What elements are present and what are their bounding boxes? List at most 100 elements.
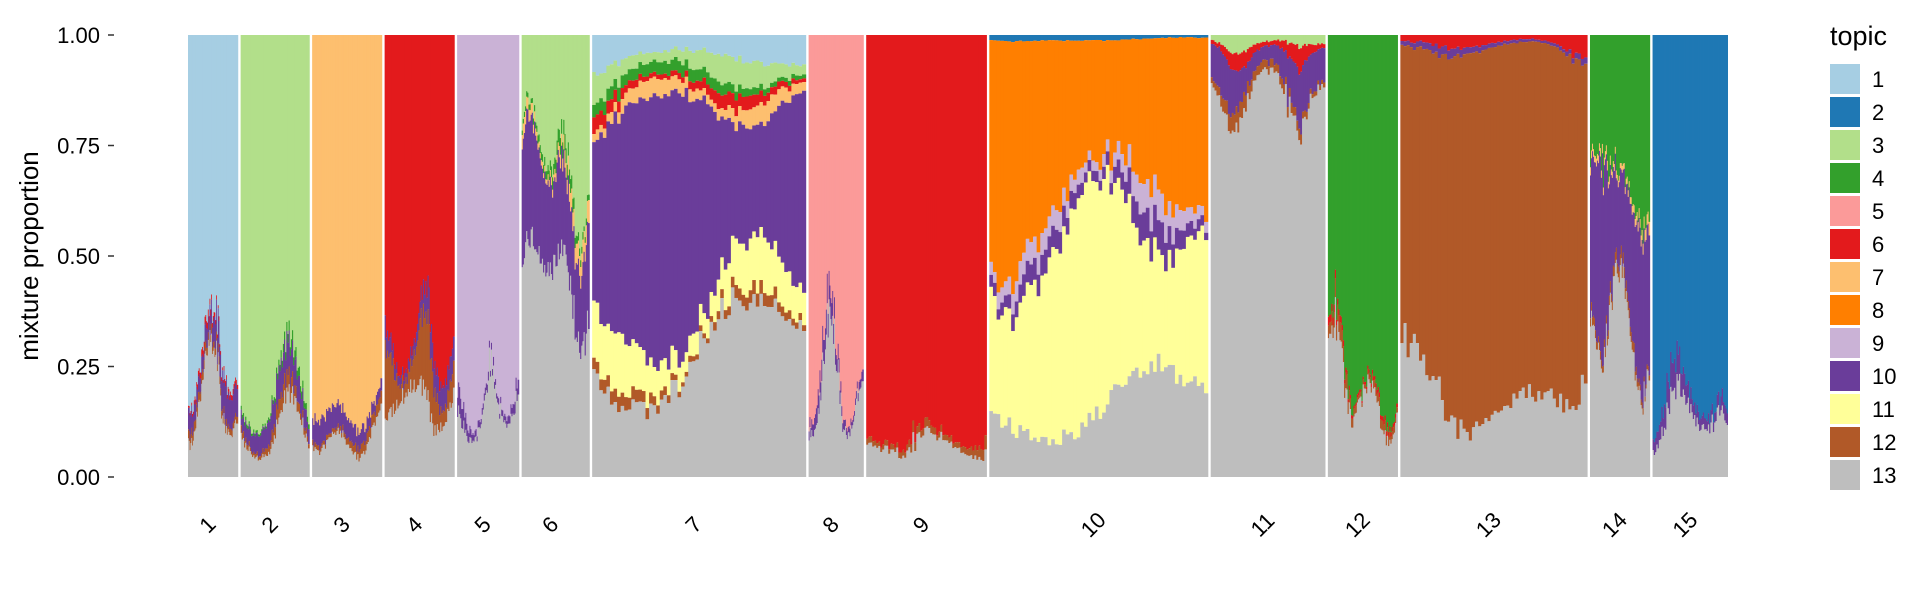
bar-segment-topic-13 <box>892 449 895 477</box>
bar-segment-topic-4 <box>1625 35 1628 179</box>
bar-segment-topic-9 <box>466 35 468 424</box>
bar-segment-topic-13 <box>1628 318 1631 477</box>
bar-segment-topic-6 <box>1374 375 1376 380</box>
bar-segment-topic-10 <box>459 387 461 415</box>
bar-segment-topic-6 <box>449 35 452 357</box>
bar-segment-topic-7 <box>716 109 721 121</box>
bar-segment-topic-4 <box>265 426 268 429</box>
bar-segment-topic-3 <box>246 35 249 425</box>
bar-segment-topic-12 <box>1377 391 1380 402</box>
bar-segment-topic-6 <box>906 35 909 445</box>
bar-segment-topic-9 <box>468 35 471 434</box>
bar-segment-topic-5 <box>841 35 843 407</box>
bar-segment-topic-12 <box>1288 88 1292 97</box>
bar-segment-topic-13 <box>1592 324 1595 477</box>
bar-segment-topic-10 <box>218 320 221 357</box>
bar-segment-topic-13 <box>236 423 239 477</box>
bar-segment-topic-6 <box>1447 35 1451 51</box>
bar-segment-topic-3 <box>280 35 283 351</box>
bar-segment-topic-13 <box>1717 405 1720 477</box>
bar-segment-topic-13 <box>253 455 255 477</box>
bar-segment-topic-13 <box>532 246 535 477</box>
bar-segment-topic-3 <box>766 65 771 88</box>
bar-segment-topic-10 <box>337 399 340 424</box>
bar-segment-topic-12 <box>1555 47 1560 408</box>
bar-segment-topic-11 <box>656 370 661 406</box>
bar-segment-topic-6 <box>1434 35 1439 44</box>
bar-segment-topic-3 <box>1307 35 1311 44</box>
bar-segment-topic-4 <box>1624 35 1627 188</box>
bar-segment-topic-13 <box>1267 74 1271 477</box>
bar-segment-topic-10 <box>1200 215 1205 226</box>
bar-segment-topic-10 <box>1322 48 1326 83</box>
bar-segment-topic-10 <box>1487 43 1492 48</box>
bar-segment-topic-2 <box>1094 35 1100 40</box>
bar-segment-topic-12 <box>262 448 265 455</box>
bar-segment-topic-5 <box>855 35 858 392</box>
bar-segment-topic-4 <box>305 403 308 410</box>
bar-segment-topic-13 <box>306 441 309 477</box>
bar-segment-topic-4 <box>1593 35 1596 156</box>
bar-segment-topic-3 <box>1286 35 1290 45</box>
bar-segment-topic-13 <box>1262 69 1265 477</box>
bar-segment-topic-1 <box>777 35 782 64</box>
bar-segment-topic-13 <box>430 413 433 477</box>
bar-segment-topic-9 <box>459 35 461 388</box>
bar-segment-topic-3 <box>741 63 746 89</box>
bar-segment-topic-4 <box>1333 35 1336 305</box>
bar-segment-topic-10 <box>286 330 289 370</box>
bar-segment-topic-9 <box>1102 154 1107 167</box>
bar-segment-topic-3 <box>634 54 640 69</box>
bar-segment-topic-10 <box>1233 70 1237 115</box>
bar-segment-topic-6 <box>914 35 917 443</box>
bar-segment-topic-10 <box>748 129 753 239</box>
bar-segment-topic-3 <box>298 35 301 367</box>
bar-segment-topic-10 <box>1248 60 1252 86</box>
bar-segment-topic-4 <box>263 427 266 430</box>
bar-segment-topic-2 <box>1699 35 1701 421</box>
bar-segment-topic-6 <box>645 76 650 82</box>
bar-segment-topic-13 <box>1681 397 1684 477</box>
bar-segment-topic-10 <box>745 128 750 251</box>
bar-segment-topic-7 <box>723 109 728 120</box>
bar-segment-topic-2 <box>996 35 1001 41</box>
bar-segment-topic-6 <box>1509 35 1513 41</box>
bar-segment-topic-4 <box>773 81 778 87</box>
bar-segment-topic-4 <box>1629 35 1632 198</box>
bar-segment-topic-13 <box>235 423 238 477</box>
bar-segment-topic-7 <box>527 97 530 110</box>
bar-segment-topic-12 <box>1367 368 1370 375</box>
bar-segment-topic-13 <box>555 266 558 477</box>
bar-segment-topic-3 <box>723 53 728 84</box>
bar-segment-topic-4 <box>613 78 618 90</box>
bar-segment-topic-3 <box>296 35 299 371</box>
bar-segment-topic-2 <box>1683 35 1686 374</box>
bar-segment-topic-3 <box>553 35 555 164</box>
bar-segment-topic-10 <box>1465 46 1470 54</box>
bar-segment-topic-12 <box>270 440 273 449</box>
bar-segment-topic-13 <box>834 364 837 477</box>
bar-segment-topic-3 <box>588 35 590 195</box>
bar-segment-topic-13 <box>1724 420 1727 477</box>
bar-segment-topic-12 <box>1601 366 1604 373</box>
bar-segment-topic-2 <box>1003 35 1009 42</box>
bar-segment-topic-13 <box>1675 399 1678 477</box>
bar-segment-topic-13 <box>814 429 816 477</box>
bar-segment-topic-12 <box>1246 81 1250 94</box>
bar-segment-topic-6 <box>405 35 408 369</box>
bar-segment-topic-13 <box>401 388 404 477</box>
bar-segment-topic-4 <box>535 122 537 129</box>
bar-segment-topic-2 <box>1704 35 1706 418</box>
bar-segment-topic-4 <box>281 360 284 368</box>
bar-segment-topic-13 <box>846 439 849 477</box>
bar-segment-topic-6 <box>452 35 455 337</box>
bar-segment-topic-4 <box>1628 35 1631 182</box>
bar-segment-topic-6 <box>702 77 707 89</box>
bar-segment-topic-10 <box>338 405 341 429</box>
bar-segment-topic-10 <box>195 404 197 420</box>
bar-segment-topic-10 <box>349 422 351 442</box>
bar-segment-topic-10 <box>1646 225 1649 365</box>
bar-segment-topic-9 <box>1109 170 1114 184</box>
bar-segment-topic-6 <box>1327 316 1330 326</box>
bar-segment-topic-10 <box>1164 242 1169 272</box>
